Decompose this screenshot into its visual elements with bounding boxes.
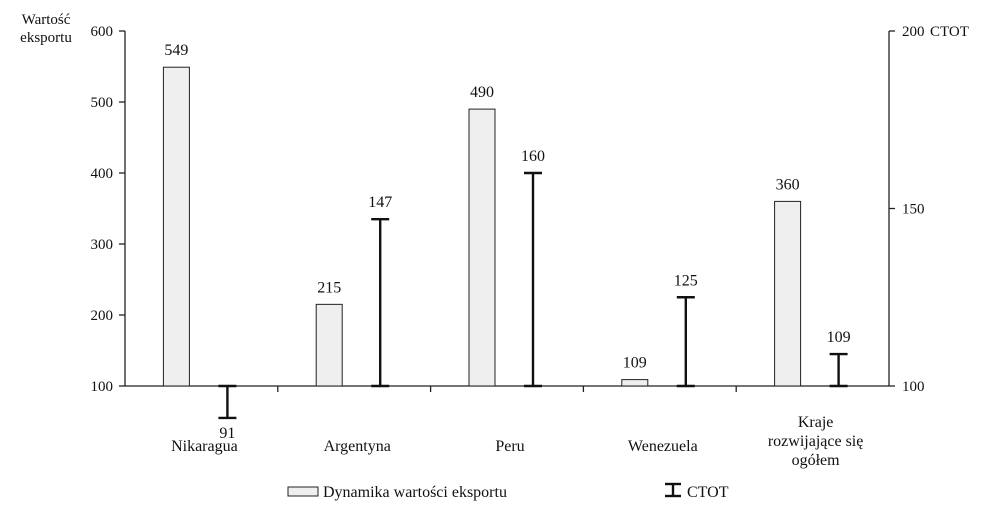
left-axis-title-line: Wartość	[22, 12, 71, 28]
legend-ctot-label: CTOT	[687, 484, 729, 501]
bar-value-label: 215	[317, 279, 341, 296]
left-axis-title-line: eksportu	[20, 30, 72, 46]
legend-bar-swatch	[287, 486, 319, 497]
ctot-value-label: 160	[521, 148, 545, 165]
right-tick-label: 200	[902, 24, 925, 40]
left-tick-label: 300	[91, 237, 114, 253]
bar-value-label: 490	[470, 84, 494, 101]
right-axis-title: CTOT	[930, 24, 969, 40]
bar	[774, 200, 802, 387]
bar	[468, 108, 496, 387]
bar-value-label: 109	[623, 355, 647, 372]
category-label: Kraje rozwijające się ogółem	[768, 414, 864, 469]
ctot-value-label: 147	[368, 194, 392, 211]
category-label-line: Nikaragua	[171, 438, 238, 455]
right-tick-label: 100	[902, 379, 925, 395]
left-tick-label: 600	[91, 24, 114, 40]
bar	[315, 303, 343, 387]
ctot-value-label: 109	[827, 329, 851, 346]
ctot-value-label: 91	[219, 425, 235, 442]
left-tick-label: 400	[91, 166, 114, 182]
bar-series: 549 215 490 109 360	[162, 42, 802, 387]
category-label-line: ogółem	[792, 452, 841, 469]
category-label-line: rozwijające się	[768, 433, 864, 450]
category-label: Nikaragua	[171, 438, 238, 455]
bar	[621, 379, 649, 387]
bar-value-label: 360	[776, 176, 800, 193]
left-tick-label: 500	[91, 95, 114, 111]
category-label-line: Kraje	[798, 414, 834, 431]
right-tick-label: 150	[902, 202, 925, 218]
right-axis: 100 150 200 CTOT	[888, 24, 969, 395]
ctot-value-label: 125	[674, 272, 698, 289]
left-tick-label: 100	[91, 379, 114, 395]
category-label: Peru	[495, 438, 524, 455]
x-axis: Nikaragua Argentyna Peru Wenezuela Kraje rozw…	[125, 385, 889, 469]
category-label-line: Wenezuela	[628, 438, 698, 455]
left-tick-label: 200	[91, 308, 114, 324]
legend: Dynamika wartości eksportu CTOT	[287, 482, 729, 501]
left-axis-title: Wartość eksportu	[20, 12, 72, 46]
category-label-line: Argentyna	[324, 438, 391, 455]
category-label-line: Peru	[495, 438, 524, 455]
left-axis: 100 200 300 400 500 600 Wartość eksportu	[20, 12, 126, 395]
category-label: Argentyna	[324, 438, 391, 455]
bar	[162, 66, 190, 387]
legend-bar-label: Dynamika wartości eksportu	[323, 484, 507, 501]
category-label: Wenezuela	[628, 438, 698, 455]
bar-value-label: 549	[164, 42, 188, 59]
ctot-series: 91 147 160 125 109	[218, 148, 851, 442]
